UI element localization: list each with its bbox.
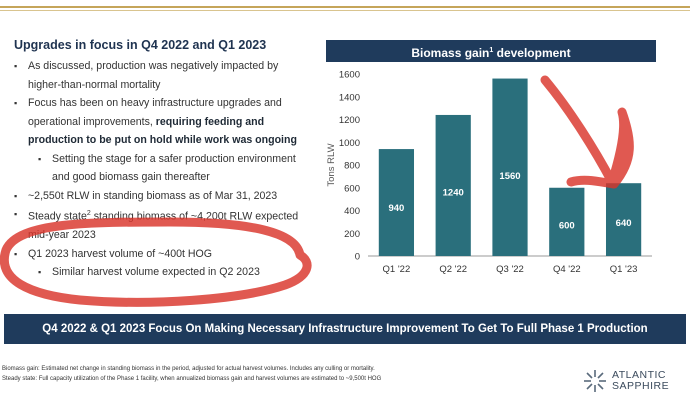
atlantic-sapphire-logo: ATLANTIC SAPPHIRE [582,367,686,397]
bar-data-label: 600 [559,220,575,231]
bar [605,183,642,256]
bullet-mortality: As discussed, production was negatively … [14,57,314,94]
chart-title-b: development [493,46,571,60]
bullet-list: As discussed, production was negatively … [14,57,314,282]
bullet-harvest-volume-text: Q1 2023 harvest volume of ~400t HOG [28,247,213,260]
logo-line-1: ATLANTIC [612,369,666,381]
y-tick-label: 400 [344,206,360,217]
footnote-1: Biomass gain: Estimated net change in st… [2,366,375,372]
bar-data-label: 640 [616,218,632,229]
slide-heading: Upgrades in focus in Q4 2022 and Q1 2023 [14,38,267,52]
bar [378,149,415,256]
bullet-standing-biomass: ~2,550t RLW in standing biomass as of Ma… [14,187,314,206]
bullet-harvest-volume: Q1 2023 harvest volume of ~400t HOG Simi… [14,245,314,282]
footnote-2: Steady state: Full capacity utilization … [2,375,382,382]
sub-bullet-q2-harvest: Similar harvest volume expected in Q2 20… [38,263,314,282]
y-tick-label: 1200 [339,115,360,126]
y-tick-label: 1000 [339,138,360,149]
sub-list: Setting the stage for a safer production… [38,150,314,187]
x-tick-label: Q3 '22 [496,264,524,275]
chart-title-a: Biomass gain [411,46,490,60]
x-tick-label: Q1 '22 [383,264,411,275]
bar [435,114,471,256]
bullet-infrastructure: Focus has been on heavy infrastructure u… [14,94,314,187]
x-tick-label: Q4 '22 [553,264,581,275]
sapphire-mark-icon [584,370,606,392]
text-panel: Upgrades in focus in Q4 2022 and Q1 2023… [14,38,314,282]
y-tick-label: 1600 [339,70,360,81]
chart-title-bar: Biomass gain1 development [326,40,656,62]
biomass-bar-chart: 0 200 400 600 800 1000 1200 1400 1600 Tons RLW 940… [326,70,652,275]
logo-line-2: SAPPHIRE [612,380,670,392]
bullet-standing-biomass-text: ~2,550t RLW in standing biomass as of Ma… [28,189,278,202]
bar [492,78,528,256]
bullet-infrastructure-bold: requiring feeding and production to be p… [28,115,297,147]
bar [549,187,585,256]
x-tick-label: Q2 '22 [439,264,467,275]
logo-wordmark: ATLANTIC SAPPHIRE [612,370,669,392]
y-tick-label: 0 [355,252,360,263]
y-tick-label: 600 [344,183,360,194]
bar-data-label: 1240 [443,188,464,199]
bar-data-label: 1560 [499,171,520,182]
focus-banner: Q4 2022 & Q1 2023 Focus On Making Necess… [4,314,686,344]
bullet-steady-state-a: Steady state [28,210,87,223]
x-tick-label: Q1 '23 [610,264,638,275]
y-tick-label: 800 [344,161,360,172]
bullet-infrastructure-text: Focus has been on heavy infrastructure u… [28,97,282,128]
chart-title-sup: 1 [489,47,494,54]
footnote-marker-2: 2 [86,210,91,217]
sub-bullet-q2-harvest-text: Similar harvest volume expected in Q2 20… [52,266,260,279]
top-gold-rule [0,6,690,8]
y-tick-label: 1400 [339,92,360,103]
sub-bullet-safer-production-text: Setting the stage for a safer production… [52,152,296,184]
bullet-steady-state: Steady state2 standing biomass of ~4,200… [14,205,314,245]
sub-list-harvest: Similar harvest volume expected in Q2 20… [38,263,314,282]
y-tick-label: 200 [344,229,360,240]
bar-data-label: 940 [388,203,404,214]
footnotes: Biomass gain: Estimated net change in st… [2,365,562,384]
y-axis-label: Tons RLW [326,143,337,186]
sub-bullet-safer-production: Setting the stage for a safer production… [38,150,314,187]
top-gold-rule-thin [0,10,690,11]
bullet-mortality-text: As discussed, production was negatively … [28,60,279,91]
